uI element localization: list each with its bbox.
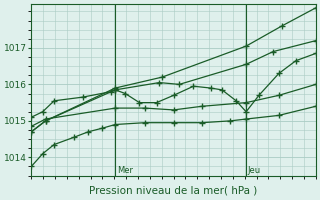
X-axis label: Pression niveau de la mer( hPa ): Pression niveau de la mer( hPa ) (90, 186, 258, 196)
Text: Jeu: Jeu (248, 166, 261, 175)
Text: Mer: Mer (117, 166, 133, 175)
